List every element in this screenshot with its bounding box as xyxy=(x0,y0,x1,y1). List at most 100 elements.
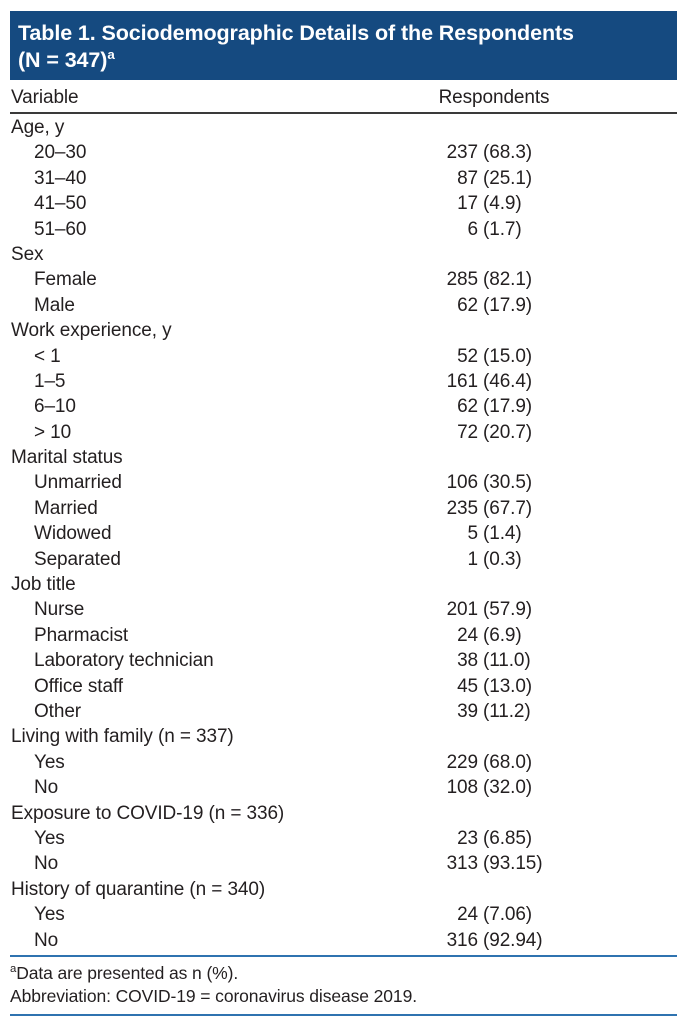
section-label: Living with family (n = 337) xyxy=(11,726,234,748)
section-label: Exposure to COVID-19 (n = 336) xyxy=(11,802,285,824)
footer-top-rule xyxy=(10,954,677,957)
row-value-count: 106 xyxy=(446,472,479,494)
row-value: 1 (0.3) xyxy=(410,547,522,572)
row-label: Laboratory technician xyxy=(34,650,214,672)
row-value-count: 161 xyxy=(446,370,479,392)
row-label: Separated xyxy=(34,548,121,570)
row-value-count: 38 xyxy=(457,650,478,672)
table-title-line2: (N = 347)a xyxy=(18,47,665,74)
table-row: Laboratory technician 38 (11.0) xyxy=(10,648,677,673)
table-title-text: Table 1. Sociodemographic Details of the… xyxy=(18,21,574,45)
column-header-variable: Variable xyxy=(11,87,79,108)
row-label: Married xyxy=(34,497,98,519)
row-label: Other xyxy=(34,700,82,722)
section-label: Work experience, y xyxy=(11,320,172,342)
table-row: Yes 23 (6.85) xyxy=(10,826,677,851)
table-row: No 108 (32.0) xyxy=(10,775,677,800)
column-header-row: Variable Respondents xyxy=(10,87,677,111)
table-title-footnote-marker: a xyxy=(107,46,115,62)
row-value-percent: (25.1) xyxy=(483,167,533,189)
row-value: 5 (1.4) xyxy=(410,521,522,546)
row-value-count: 39 xyxy=(457,700,478,722)
table-row: Yes 229 (68.0) xyxy=(10,750,677,775)
row-value: 6 (1.7) xyxy=(410,217,522,242)
row-value-count: 229 xyxy=(446,751,479,773)
footnote-abbreviation: Abbreviation: COVID-19 = coronavirus dis… xyxy=(10,985,677,1008)
table-row: 51–60 6 (1.7) xyxy=(10,217,677,242)
table-content: Table 1. Sociodemographic Details of the… xyxy=(10,11,677,1016)
row-value-count: 108 xyxy=(446,777,479,799)
row-label: Female xyxy=(34,269,97,291)
row-value: 23 (6.85) xyxy=(410,826,532,851)
footnote-marker: a xyxy=(10,963,17,976)
table-row: 6–10 62 (17.9) xyxy=(10,394,677,419)
row-value: 106 (30.5) xyxy=(410,470,533,495)
row-value: 235 (67.7) xyxy=(410,496,533,521)
row-value: 72 (20.7) xyxy=(410,420,532,445)
row-value: 24 (6.9) xyxy=(410,623,522,648)
row-value-percent: (92.94) xyxy=(483,929,543,951)
row-value-count: 45 xyxy=(457,675,478,697)
row-label: > 10 xyxy=(34,421,72,443)
row-value-count: 17 xyxy=(457,193,478,215)
table-row: Married 235 (67.7) xyxy=(10,496,677,521)
row-value: 229 (68.0) xyxy=(410,750,533,775)
header-divider-rule xyxy=(10,112,677,114)
row-value: 87 (25.1) xyxy=(410,166,532,191)
row-value-percent: (93.15) xyxy=(483,853,543,875)
row-value-count: 1 xyxy=(467,548,479,570)
table-title-n: (N = 347) xyxy=(18,48,108,72)
row-value-count: 316 xyxy=(446,929,479,951)
table-row: Office staff 45 (13.0) xyxy=(10,674,677,699)
row-value-percent: (17.9) xyxy=(483,294,533,316)
table-row: Sex xyxy=(10,242,677,267)
row-value: 24 (7.06) xyxy=(410,902,532,927)
row-value-count: 62 xyxy=(457,396,478,418)
row-value: 108 (32.0) xyxy=(410,775,533,800)
row-value-percent: (0.3) xyxy=(483,548,522,570)
row-value-percent: (17.9) xyxy=(483,396,533,418)
row-value-percent: (20.7) xyxy=(483,421,533,443)
row-value-count: 87 xyxy=(457,167,478,189)
row-value-percent: (11.2) xyxy=(483,700,531,722)
column-header-respondents: Respondents xyxy=(438,87,550,108)
table-row: Pharmacist 24 (6.9) xyxy=(10,623,677,648)
row-value: 316 (92.94) xyxy=(410,928,543,953)
row-value: 39 (11.2) xyxy=(410,699,531,724)
row-value: 62 (17.9) xyxy=(410,293,532,318)
row-value-count: 72 xyxy=(457,421,478,443)
row-value: 17 (4.9) xyxy=(410,191,522,216)
row-label: Pharmacist xyxy=(34,624,129,646)
table-row: Widowed 5 (1.4) xyxy=(10,521,677,546)
row-value-count: 24 xyxy=(457,904,478,926)
row-value-count: 6 xyxy=(467,218,479,240)
table-footnotes: aData are presented as n (%). Abbreviati… xyxy=(10,957,677,1014)
row-value-percent: (82.1) xyxy=(483,269,533,291)
row-value-percent: (6.85) xyxy=(483,827,533,849)
row-label: Unmarried xyxy=(34,472,122,494)
footnote-text: Data are presented as n (%). xyxy=(16,962,239,983)
row-value: 161 (46.4) xyxy=(410,369,533,394)
row-value: 38 (11.0) xyxy=(410,648,531,673)
table-row: > 10 72 (20.7) xyxy=(10,420,677,445)
row-value: 285 (82.1) xyxy=(410,267,533,292)
section-label: Job title xyxy=(11,574,76,596)
row-value-percent: (67.7) xyxy=(483,497,533,519)
row-value-percent: (4.9) xyxy=(483,193,522,215)
row-value-percent: (57.9) xyxy=(483,599,533,621)
row-value-percent: (1.7) xyxy=(483,218,522,240)
section-label: Sex xyxy=(11,243,44,265)
row-label: Yes xyxy=(34,751,65,773)
table-row: 1–5 161 (46.4) xyxy=(10,369,677,394)
row-value-count: 23 xyxy=(457,827,478,849)
row-value: 201 (57.9) xyxy=(410,597,533,622)
table-body: Age, y 20–30 237 (68.3) 31–40 87 (25.1) 41–50 17… xyxy=(10,114,677,955)
table-row: Female 285 (82.1) xyxy=(10,267,677,292)
row-label: No xyxy=(34,777,59,799)
table-row: 31–40 87 (25.1) xyxy=(10,166,677,191)
section-label: Marital status xyxy=(11,447,123,469)
table-row: Unmarried 106 (30.5) xyxy=(10,470,677,495)
table-row: < 1 52 (15.0) xyxy=(10,344,677,369)
table-row: 20–30 237 (68.3) xyxy=(10,140,677,165)
row-label: No xyxy=(34,853,59,875)
